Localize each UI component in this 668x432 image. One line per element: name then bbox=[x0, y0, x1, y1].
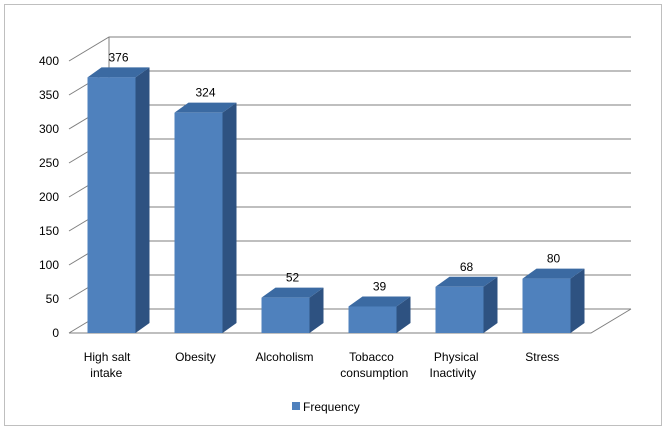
gridline bbox=[68, 70, 631, 96]
gridline bbox=[68, 172, 631, 198]
bar-side bbox=[570, 268, 585, 333]
bar-top bbox=[435, 276, 498, 287]
bar bbox=[348, 306, 397, 333]
floor-edge bbox=[69, 308, 632, 334]
category-label: Obesity bbox=[175, 350, 216, 364]
bar-side bbox=[483, 276, 498, 333]
y-tick-label: 150 bbox=[39, 224, 59, 238]
bar-side bbox=[309, 287, 324, 333]
bar-chart: 0 50 100 150 200 250 300 350 400 376 High salt inta… bbox=[39, 36, 632, 414]
data-label: 68 bbox=[460, 260, 474, 274]
gridline bbox=[68, 104, 631, 130]
bar-top bbox=[87, 67, 150, 78]
data-label: 52 bbox=[286, 271, 300, 285]
bar-top bbox=[348, 296, 411, 307]
category-label: Tobacco consumption bbox=[340, 350, 408, 380]
y-tick-label: 350 bbox=[39, 88, 59, 102]
category-label: Alcoholism bbox=[256, 350, 314, 364]
bar bbox=[522, 278, 571, 333]
bar-side bbox=[222, 102, 237, 334]
y-tick-label: 250 bbox=[39, 156, 59, 170]
gridline bbox=[68, 138, 631, 164]
bar-top bbox=[522, 268, 585, 279]
bar bbox=[174, 112, 223, 334]
y-tick-label: 200 bbox=[39, 190, 59, 204]
data-label: 376 bbox=[108, 50, 128, 64]
bar bbox=[261, 297, 310, 333]
bar-top bbox=[174, 102, 237, 113]
gridline bbox=[68, 206, 631, 232]
y-tick-label: 50 bbox=[46, 292, 60, 306]
data-label: 324 bbox=[195, 86, 215, 100]
y-tick-label: 100 bbox=[39, 258, 59, 272]
bar-top bbox=[261, 287, 324, 298]
bar-side bbox=[135, 67, 150, 333]
chart-area: 0 50 100 150 200 250 300 350 400 376 High salt inta… bbox=[4, 4, 662, 426]
category-label: High salt intake bbox=[84, 350, 131, 380]
bar bbox=[435, 286, 484, 333]
category-label: Stress bbox=[525, 350, 559, 364]
y-tick-label: 400 bbox=[39, 54, 59, 68]
legend-label: Frequency bbox=[303, 400, 360, 414]
data-label: 39 bbox=[373, 279, 387, 293]
gridline bbox=[68, 36, 631, 62]
y-tick-label: 0 bbox=[52, 326, 59, 340]
bar-side bbox=[396, 296, 411, 333]
legend-swatch bbox=[292, 402, 300, 410]
category-label: Physical Inactivity bbox=[430, 350, 479, 380]
bar bbox=[87, 77, 136, 333]
data-label: 80 bbox=[547, 252, 561, 266]
y-tick-label: 300 bbox=[39, 122, 59, 136]
